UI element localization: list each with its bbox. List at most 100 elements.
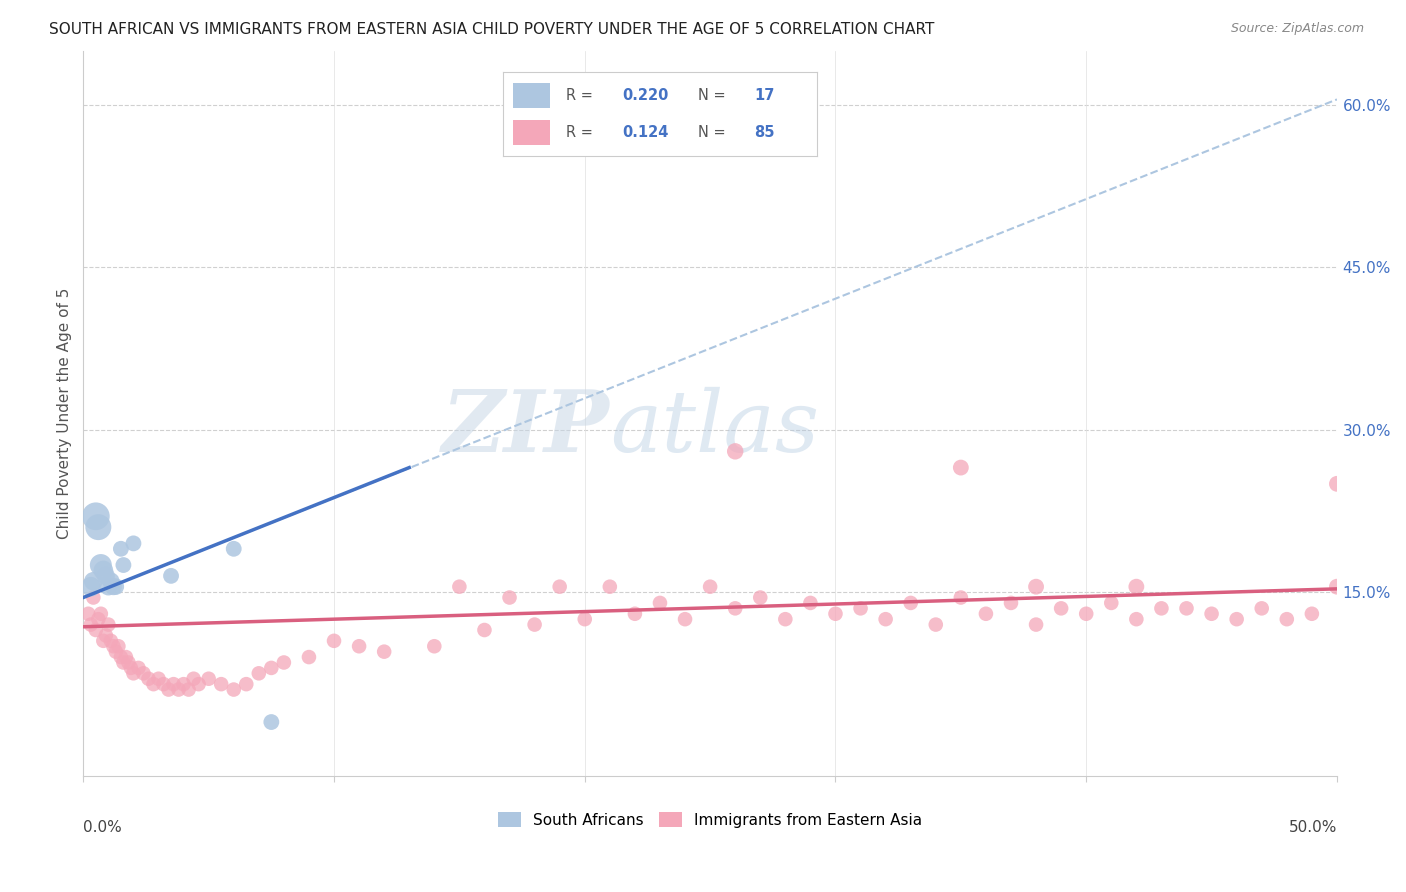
Point (449, 580, 471, 594)
Point (222, 541, 245, 556)
Point (1076, 607, 1098, 621)
Point (183, 672, 205, 686)
Point (1301, 607, 1323, 621)
Point (824, 607, 846, 621)
Point (87, 520, 110, 534)
Point (197, 672, 219, 686)
Point (373, 645, 395, 659)
Point (1125, 580, 1147, 594)
Point (112, 656, 135, 670)
Point (160, 569, 183, 583)
Point (347, 639, 370, 653)
Point (107, 639, 129, 653)
Point (80, 617, 103, 632)
Point (548, 580, 571, 594)
Point (523, 617, 546, 632)
Point (103, 639, 125, 653)
Point (173, 677, 195, 691)
Point (122, 536, 145, 550)
Point (1025, 580, 1047, 594)
Point (104, 645, 127, 659)
Point (94, 628, 117, 642)
Y-axis label: Child Poverty Under the Age of 5: Child Poverty Under the Age of 5 (58, 288, 72, 539)
Legend: South Africans, Immigrants from Eastern Asia: South Africans, Immigrants from Eastern … (492, 805, 928, 834)
Point (260, 714, 283, 729)
Point (167, 682, 190, 697)
Point (1025, 617, 1047, 632)
Point (323, 633, 346, 648)
Point (1201, 607, 1223, 621)
Point (875, 612, 897, 626)
Point (1125, 612, 1147, 626)
Point (82, 591, 104, 605)
Point (103, 580, 125, 594)
Text: Source: ZipAtlas.com: Source: ZipAtlas.com (1230, 22, 1364, 36)
Point (498, 591, 520, 605)
Point (724, 601, 747, 615)
Point (1099, 596, 1122, 610)
Point (115, 650, 138, 665)
Point (110, 541, 132, 556)
Point (177, 682, 200, 697)
Point (1050, 601, 1073, 615)
Point (247, 666, 270, 681)
Point (1175, 601, 1198, 615)
Point (1275, 612, 1298, 626)
Point (97, 617, 120, 632)
Point (423, 639, 446, 653)
Point (127, 661, 149, 675)
Point (574, 612, 596, 626)
Point (699, 580, 721, 594)
Point (90, 558, 112, 572)
Point (1226, 612, 1249, 626)
Point (138, 672, 160, 686)
Point (132, 666, 155, 681)
Point (949, 460, 972, 475)
Point (273, 656, 295, 670)
Text: 50.0%: 50.0% (1288, 820, 1337, 835)
Point (94, 569, 117, 583)
Text: 0.0%: 0.0% (83, 820, 122, 835)
Point (100, 574, 122, 589)
Point (624, 607, 647, 621)
Point (235, 677, 257, 691)
Point (152, 677, 174, 691)
Point (117, 656, 139, 670)
Point (104, 580, 127, 594)
Point (87, 612, 110, 626)
Point (599, 580, 621, 594)
Point (120, 661, 142, 675)
Text: SOUTH AFRICAN VS IMMIGRANTS FROM EASTERN ASIA CHILD POVERTY UNDER THE AGE OF 5 C: SOUTH AFRICAN VS IMMIGRANTS FROM EASTERN… (49, 22, 935, 37)
Point (80, 580, 103, 594)
Point (157, 682, 180, 697)
Point (209, 677, 232, 691)
Point (93, 564, 115, 578)
Point (974, 607, 997, 621)
Point (93, 633, 115, 648)
Point (900, 596, 922, 610)
Point (112, 558, 135, 572)
Point (90, 607, 112, 621)
Point (1250, 601, 1272, 615)
Point (474, 623, 496, 637)
Point (110, 650, 132, 665)
Point (298, 650, 321, 665)
Point (260, 661, 283, 675)
Point (1150, 601, 1173, 615)
Point (100, 633, 122, 648)
Point (162, 677, 184, 691)
Point (1000, 596, 1022, 610)
Point (648, 596, 671, 610)
Point (673, 612, 696, 626)
Point (122, 666, 145, 681)
Point (799, 596, 821, 610)
Point (949, 591, 972, 605)
Point (222, 682, 245, 697)
Point (84, 623, 107, 637)
Point (84, 509, 107, 524)
Point (97, 580, 120, 594)
Point (1326, 580, 1348, 594)
Point (849, 601, 872, 615)
Point (148, 672, 170, 686)
Point (82, 574, 104, 589)
